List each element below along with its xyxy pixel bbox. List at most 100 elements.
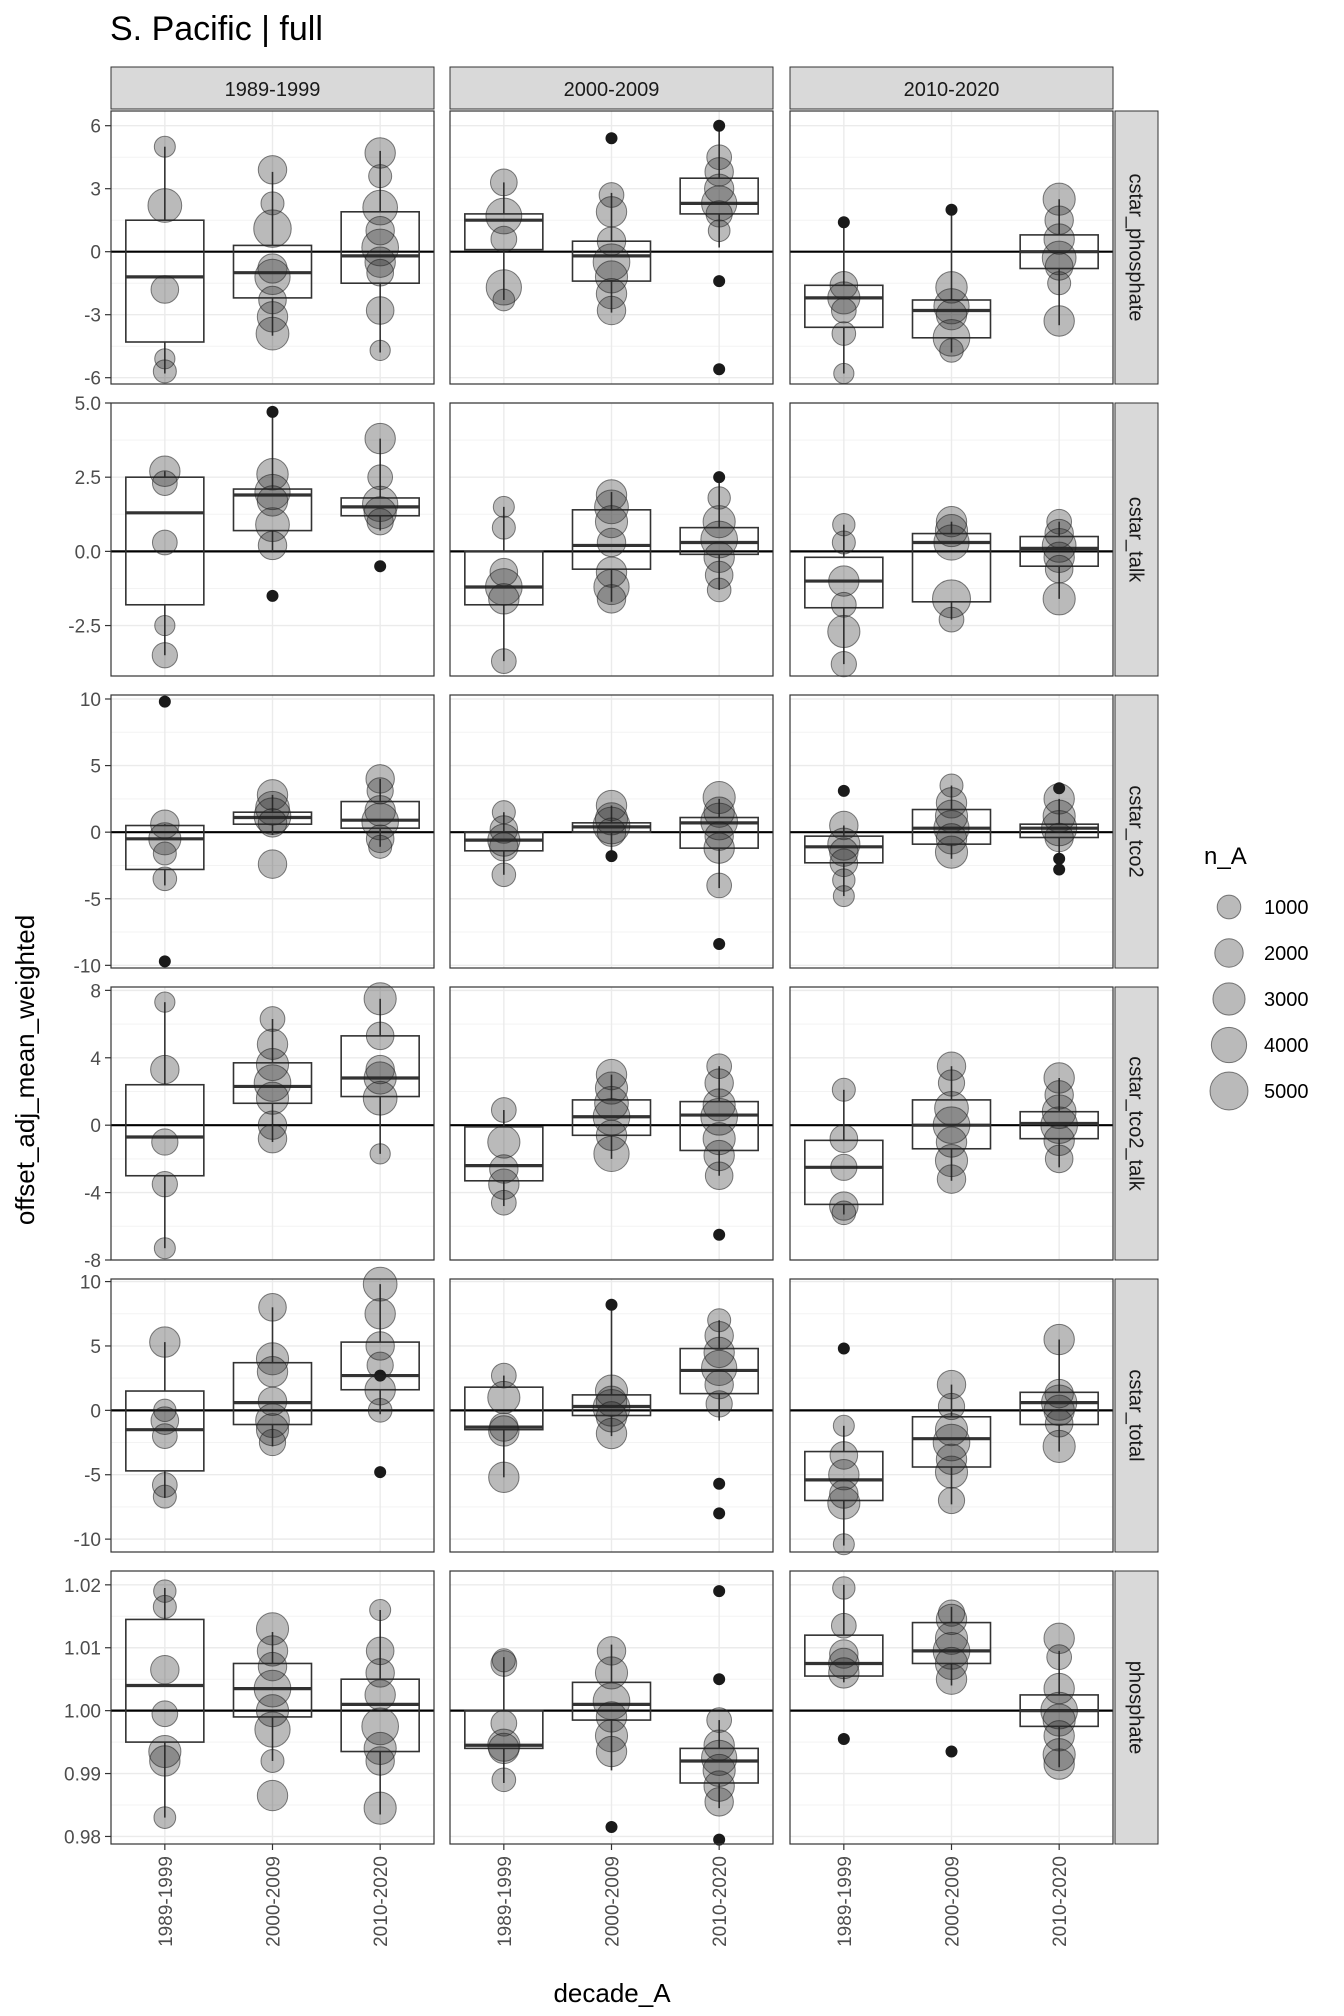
data-point [152, 841, 177, 866]
box [804, 1139, 884, 1206]
data-point [364, 1679, 396, 1711]
data-point [934, 1090, 969, 1126]
facet-strip-right [1114, 402, 1159, 677]
data-point [933, 524, 970, 561]
data-point [364, 422, 396, 455]
data-point [934, 1455, 969, 1489]
data-point [255, 1403, 290, 1439]
facet-panel [110, 402, 435, 677]
data-point [266, 405, 279, 418]
data-point [701, 185, 738, 222]
data-point [490, 1189, 517, 1216]
box [125, 219, 205, 343]
data-point [256, 1356, 289, 1388]
x-tick-label: 2010-2020 [710, 1856, 731, 1947]
data-point [490, 648, 517, 675]
data-point [713, 1228, 726, 1241]
data-point [935, 787, 968, 819]
data-point [935, 1443, 968, 1475]
data-point [595, 479, 628, 511]
data-point [829, 848, 859, 878]
facet-strip-label: 2010-2020 [904, 79, 1000, 101]
data-point [151, 1700, 179, 1728]
data-point [1041, 1094, 1077, 1130]
data-point [149, 1745, 181, 1777]
data-point [257, 530, 288, 561]
data-point [831, 321, 857, 346]
data-point [937, 1069, 966, 1097]
data-point [937, 1599, 966, 1627]
data-point [148, 822, 182, 856]
y-tick-label: 0 [90, 823, 101, 844]
facet-row-label: cstar_tco2 [1125, 785, 1147, 877]
data-point [364, 1374, 396, 1406]
data-point [1043, 783, 1075, 815]
legend-key-circle [1216, 894, 1242, 920]
data-point [596, 226, 627, 256]
box [125, 476, 205, 606]
data-point [596, 295, 627, 326]
data-point [702, 505, 736, 539]
data-point [492, 288, 516, 312]
panel-border [110, 402, 435, 677]
data-point [487, 1380, 521, 1415]
facet-panel [449, 110, 774, 385]
data-point [485, 197, 523, 235]
legend-key-circle [1210, 1026, 1248, 1064]
data-point [365, 1331, 395, 1361]
data-point [703, 1729, 735, 1761]
data-point [365, 1658, 395, 1688]
data-point [937, 1486, 966, 1515]
facet-panel [789, 1278, 1114, 1556]
box [911, 1415, 992, 1468]
data-point [713, 471, 726, 484]
data-point [364, 137, 396, 169]
y-tick-label: 1.00 [64, 1702, 101, 1723]
data-point [706, 1707, 733, 1733]
data-point [255, 507, 290, 543]
data-point [704, 173, 735, 204]
data-point [148, 1734, 182, 1769]
data-point [829, 271, 859, 300]
data-point [1044, 205, 1074, 235]
data-point [937, 1392, 966, 1421]
data-point [151, 470, 178, 496]
data-point [365, 215, 395, 246]
data-point [828, 565, 860, 597]
data-point [491, 515, 516, 540]
data-point [935, 299, 968, 331]
box [464, 1386, 544, 1431]
y-tick-label: 5 [90, 1337, 101, 1358]
data-point [829, 810, 859, 841]
data-point [594, 1374, 629, 1408]
data-point [489, 557, 519, 587]
y-tick-label: 5 [90, 757, 101, 778]
data-point [595, 1119, 628, 1151]
data-point [595, 1417, 628, 1450]
data-point [939, 773, 964, 798]
y-axis-title: offset_adj_mean_weighted [10, 915, 40, 1225]
data-point [369, 1598, 392, 1622]
panel-border [110, 110, 435, 385]
data-point [605, 1298, 618, 1311]
data-point [598, 182, 625, 208]
data-point [704, 560, 734, 590]
data-point [701, 1349, 738, 1386]
data-point [830, 297, 857, 324]
y-tick-label: 4 [90, 1049, 101, 1070]
data-point [705, 1390, 733, 1418]
facet-panel [449, 402, 774, 677]
data-point [837, 216, 850, 229]
data-point [363, 1791, 397, 1825]
data-point [827, 1486, 861, 1520]
data-point [832, 868, 856, 892]
data-point [936, 1051, 967, 1081]
legend-label: 5000 [1264, 1081, 1309, 1103]
facet-panel [449, 986, 774, 1261]
data-point [592, 1388, 631, 1427]
data-point [933, 288, 970, 325]
box [804, 1450, 884, 1502]
data-point [151, 1128, 179, 1156]
box [1019, 1391, 1099, 1426]
